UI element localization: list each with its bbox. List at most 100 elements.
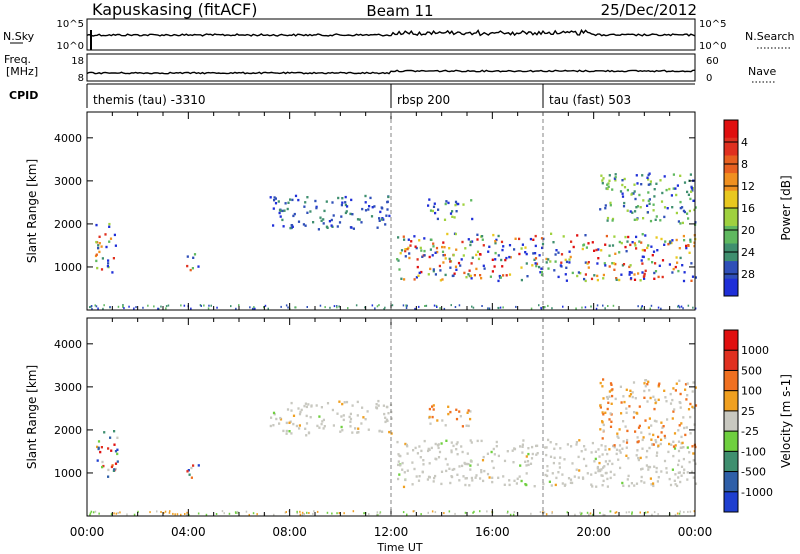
echo-cell xyxy=(673,432,677,435)
echo-cell xyxy=(295,424,298,428)
echo-cell xyxy=(442,261,445,264)
echo-cell xyxy=(373,205,376,208)
echo-cell xyxy=(341,402,344,406)
echo-cell xyxy=(110,513,113,516)
echo-cell xyxy=(591,241,594,244)
echo-cell xyxy=(641,438,644,442)
echo-cell xyxy=(686,471,689,474)
echo-cell xyxy=(663,459,667,463)
echo-cell xyxy=(606,485,609,488)
echo-cell xyxy=(654,218,657,221)
echo-cell xyxy=(481,235,484,238)
echo-cell xyxy=(110,449,113,452)
echo-cell xyxy=(293,212,296,216)
colorbar-label: Power [dB] xyxy=(779,175,793,240)
echo-cell xyxy=(552,241,555,244)
echo-cell xyxy=(418,475,421,478)
echo-cell xyxy=(165,307,167,310)
echo-cell xyxy=(690,190,693,193)
echo-cell xyxy=(290,224,293,227)
echo-cell xyxy=(629,264,632,267)
echo-cell xyxy=(458,410,461,413)
echo-cell xyxy=(378,217,381,220)
echo-cell xyxy=(660,421,663,424)
echo-cell xyxy=(577,455,580,459)
echo-cell xyxy=(430,446,433,450)
echo-cell xyxy=(96,266,99,270)
echo-cell xyxy=(446,232,449,236)
echo-cell xyxy=(608,390,611,393)
echo-cell xyxy=(626,478,629,481)
echo-cell xyxy=(444,424,447,427)
echo-cell xyxy=(619,385,622,388)
echo-cell xyxy=(356,400,359,404)
noise-right-tick-bottom: 10^0 xyxy=(699,41,726,52)
echo-cell xyxy=(286,408,290,411)
echo-cell xyxy=(586,511,589,514)
echo-cell xyxy=(629,210,632,213)
echo-cell xyxy=(357,431,360,434)
echo-cell xyxy=(585,246,588,249)
echo-cell xyxy=(574,513,576,516)
echo-cell xyxy=(251,307,254,310)
echo-cell xyxy=(605,395,609,399)
echo-cell xyxy=(464,247,467,250)
echo-cell xyxy=(192,256,195,259)
freq-panel-frame xyxy=(86,53,696,82)
echo-cell xyxy=(468,484,471,487)
echo-cell xyxy=(678,379,681,382)
echo-cell xyxy=(430,238,433,241)
echo-cell xyxy=(110,465,113,469)
echo-cell xyxy=(677,463,680,467)
echo-cell xyxy=(447,201,450,205)
echo-cell xyxy=(643,277,646,280)
echo-cell xyxy=(508,273,512,276)
echo-cell xyxy=(448,247,451,250)
y-tick-label: 2000 xyxy=(54,218,82,231)
echo-cell xyxy=(406,452,409,455)
echo-cell xyxy=(651,443,654,446)
echo-cell xyxy=(627,474,630,478)
time-tick-label: 00:00 xyxy=(70,525,105,539)
echo-cell xyxy=(621,179,624,182)
echo-cell xyxy=(608,265,611,268)
echo-cell xyxy=(680,465,684,468)
echo-cell xyxy=(451,215,454,218)
echo-cell xyxy=(444,273,447,277)
echo-cell xyxy=(676,512,679,515)
echo-cell xyxy=(90,305,93,307)
colorbar-swatch xyxy=(724,431,738,452)
echo-cell xyxy=(581,306,583,309)
echo-cell xyxy=(637,458,640,462)
echo-cell xyxy=(490,450,493,454)
echo-cell xyxy=(294,194,298,198)
echo-cell xyxy=(408,252,411,255)
echo-cell xyxy=(686,446,689,449)
echo-cell xyxy=(428,476,431,479)
echo-cell xyxy=(308,512,310,514)
cpid-segment-label: rbsp 200 xyxy=(397,93,450,107)
echo-cell xyxy=(640,468,643,471)
echo-cell xyxy=(367,428,370,431)
echo-cell xyxy=(349,417,353,421)
time-tick-label: 00:00 xyxy=(678,525,713,539)
echo-cell xyxy=(482,455,485,459)
echo-cell xyxy=(288,430,291,433)
echo-cell xyxy=(681,441,684,445)
echo-cell xyxy=(622,395,625,398)
echo-cell xyxy=(346,205,349,208)
echo-cell xyxy=(681,221,684,225)
echo-cell xyxy=(540,267,543,270)
echo-cell xyxy=(677,305,679,308)
echo-cell xyxy=(376,226,379,229)
echo-cell xyxy=(398,473,401,476)
echo-cell xyxy=(500,240,504,244)
echo-cell xyxy=(686,478,689,481)
echo-cell xyxy=(625,407,628,410)
echo-cell xyxy=(436,217,439,221)
echo-cell xyxy=(440,470,444,473)
echo-cell xyxy=(323,425,326,428)
echo-cell xyxy=(316,424,319,428)
colorbar-swatch xyxy=(724,190,738,209)
noise-panel-frame xyxy=(86,18,696,51)
